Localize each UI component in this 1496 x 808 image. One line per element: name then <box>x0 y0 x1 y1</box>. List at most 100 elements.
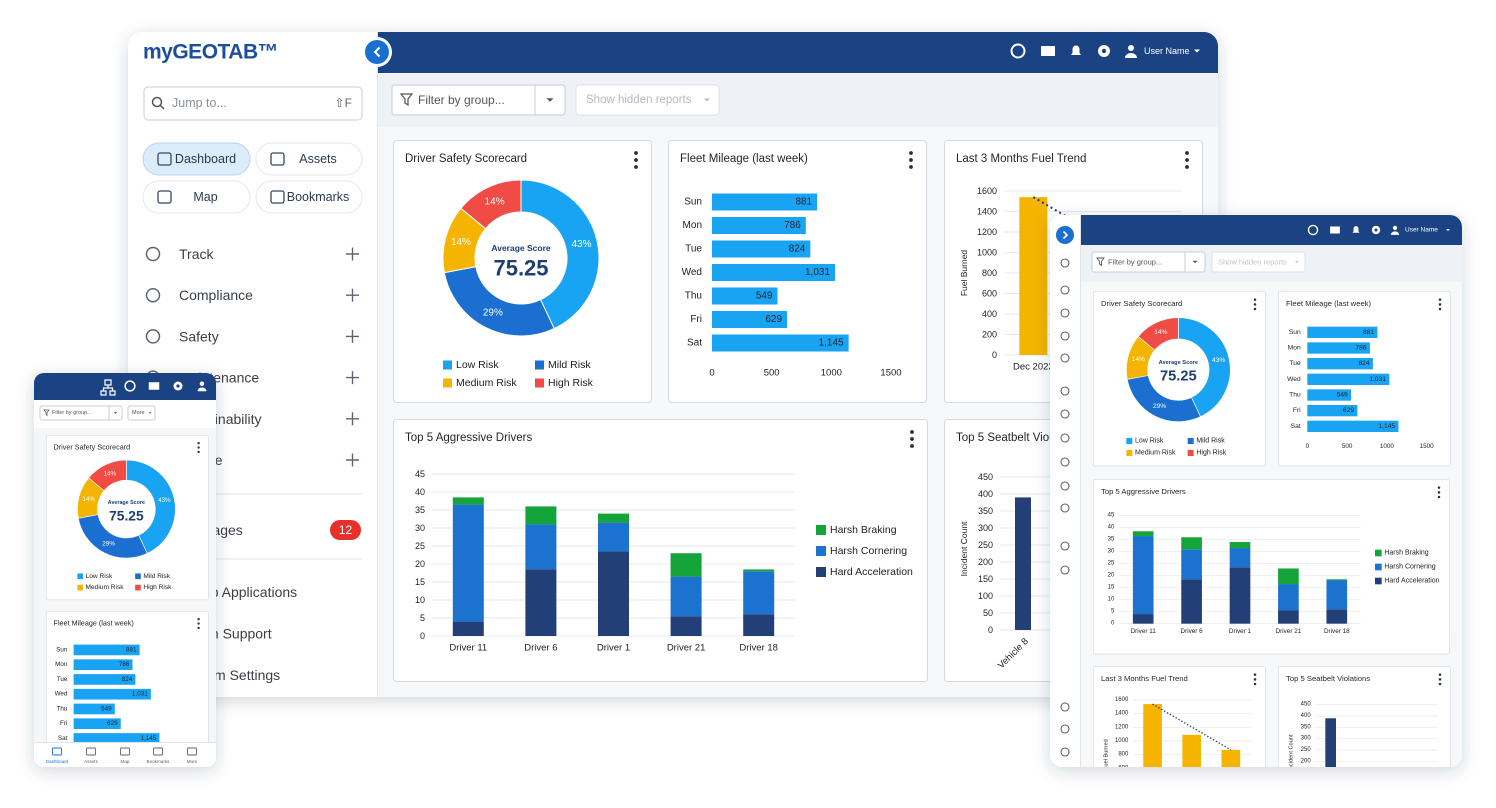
menu-dot <box>910 437 914 441</box>
group-filter[interactable]: Filter by group... <box>39 405 123 421</box>
y-tick-label: 150 <box>978 574 993 584</box>
tab-icon <box>86 747 96 756</box>
card-menu[interactable] <box>197 441 200 454</box>
menu-item[interactable]: Track <box>145 246 360 262</box>
card-menu[interactable] <box>1253 673 1257 686</box>
bell-icon[interactable] <box>1352 226 1360 233</box>
icon[interactable] <box>1060 747 1070 757</box>
y-tick-label: 200 <box>982 330 997 340</box>
quick-nav-button[interactable]: Assets <box>255 142 363 176</box>
icon[interactable] <box>1060 541 1070 551</box>
icon[interactable] <box>1060 565 1070 575</box>
card-menu[interactable] <box>1438 298 1442 311</box>
bar <box>73 674 136 685</box>
icon[interactable] <box>1060 308 1070 318</box>
card-menu[interactable] <box>1438 673 1442 686</box>
quick-nav-button[interactable]: Bookmarks <box>255 180 363 214</box>
icon[interactable] <box>1060 481 1070 491</box>
icon[interactable] <box>151 96 163 108</box>
legend-swatch <box>816 567 826 577</box>
bar <box>712 264 836 281</box>
caret <box>546 98 554 102</box>
button-icon <box>270 152 285 166</box>
icon[interactable] <box>1060 724 1070 734</box>
icon[interactable] <box>1060 258 1070 268</box>
icon[interactable] <box>1060 503 1070 513</box>
quick-nav-button[interactable]: Dashboard <box>142 142 251 176</box>
chart-title: Top 5 Seatbelt Violations <box>1286 674 1370 683</box>
hidden-reports[interactable]: Show hidden reports <box>1211 251 1306 273</box>
user-menu[interactable] <box>197 381 207 392</box>
menu-item[interactable]: Safety <box>145 328 360 344</box>
y-tick-label: Thu <box>685 291 702 302</box>
tab-item[interactable]: Dashboard <box>46 747 69 764</box>
mail-icon[interactable] <box>148 382 160 390</box>
expand-button[interactable] <box>1056 226 1074 244</box>
menu-dot <box>197 450 200 454</box>
icon[interactable] <box>1060 457 1070 467</box>
icon[interactable] <box>1060 353 1070 363</box>
more-button[interactable]: More <box>127 405 156 421</box>
chart-card: Fleet Mileage (last week) Sun 881 Mon 786 Tue… <box>1278 291 1451 467</box>
menu-dot <box>1438 673 1442 676</box>
user-menu[interactable]: User Name <box>1125 45 1200 58</box>
menu-dot <box>1253 298 1257 301</box>
icon[interactable] <box>1307 224 1319 236</box>
icon[interactable] <box>124 380 136 392</box>
y-tick-label: 30 <box>415 523 425 533</box>
card-menu[interactable] <box>634 151 638 169</box>
menu-label: Safety <box>179 328 219 344</box>
mail-icon[interactable] <box>1041 46 1055 56</box>
tab-icon <box>153 747 163 756</box>
y-tick-label: 250 <box>1301 747 1312 753</box>
card-menu[interactable] <box>1253 298 1257 311</box>
icon[interactable] <box>1060 433 1070 443</box>
y-axis-label: Fuel Burned <box>959 250 969 297</box>
legend-swatch <box>77 584 84 591</box>
card-menu[interactable] <box>1437 486 1441 499</box>
center-value: 75.25 <box>493 256 548 281</box>
card-menu[interactable] <box>1185 151 1189 169</box>
bell-icon[interactable] <box>1071 45 1081 55</box>
user-menu[interactable]: User Name <box>1390 225 1450 235</box>
icon[interactable] <box>1060 331 1070 341</box>
icon[interactable] <box>1060 285 1070 295</box>
card-menu[interactable] <box>197 617 200 630</box>
icon[interactable] <box>145 287 161 303</box>
group-filter[interactable]: Filter by group... <box>391 84 566 116</box>
search-field <box>143 86 363 121</box>
donut-segment <box>126 459 176 554</box>
card-menu[interactable] <box>909 151 913 169</box>
hierarchy-icon[interactable] <box>100 379 116 396</box>
icon[interactable] <box>1060 386 1070 396</box>
icon[interactable] <box>145 246 161 262</box>
user-head <box>1128 45 1134 51</box>
search-box[interactable]: Jump to... ⇧F <box>143 86 363 121</box>
bar-segment <box>452 504 484 622</box>
tab-item[interactable]: Bookmarks <box>147 747 171 764</box>
menu-dot <box>1437 486 1441 489</box>
icon[interactable] <box>1010 43 1026 59</box>
y-tick-label: 600 <box>1118 765 1129 771</box>
quick-nav-button[interactable]: Map <box>142 180 251 214</box>
tab-item[interactable]: Map <box>120 747 130 764</box>
collapse-button[interactable] <box>362 37 392 67</box>
group-filter[interactable]: Filter by group... <box>1091 251 1206 273</box>
menu-dot <box>1185 158 1189 162</box>
data-label: 549 <box>756 291 773 302</box>
hidden-reports[interactable]: Show hidden reports <box>575 84 720 116</box>
card-menu[interactable] <box>910 430 914 448</box>
tab-item[interactable]: More <box>187 747 198 764</box>
data-label: 1,031 <box>1369 376 1386 383</box>
tab-icon <box>52 747 62 756</box>
mail-icon[interactable] <box>1330 226 1340 234</box>
menu-dot <box>197 617 200 621</box>
menu-dot <box>1438 303 1442 306</box>
icon[interactable] <box>145 329 161 344</box>
icon[interactable] <box>1060 409 1070 419</box>
icon[interactable] <box>1060 702 1070 712</box>
menu-item[interactable]: Compliance <box>145 287 360 303</box>
tab-item[interactable]: Assets <box>84 747 99 764</box>
legend-label: High Risk <box>548 377 594 389</box>
button-bg <box>255 142 363 176</box>
